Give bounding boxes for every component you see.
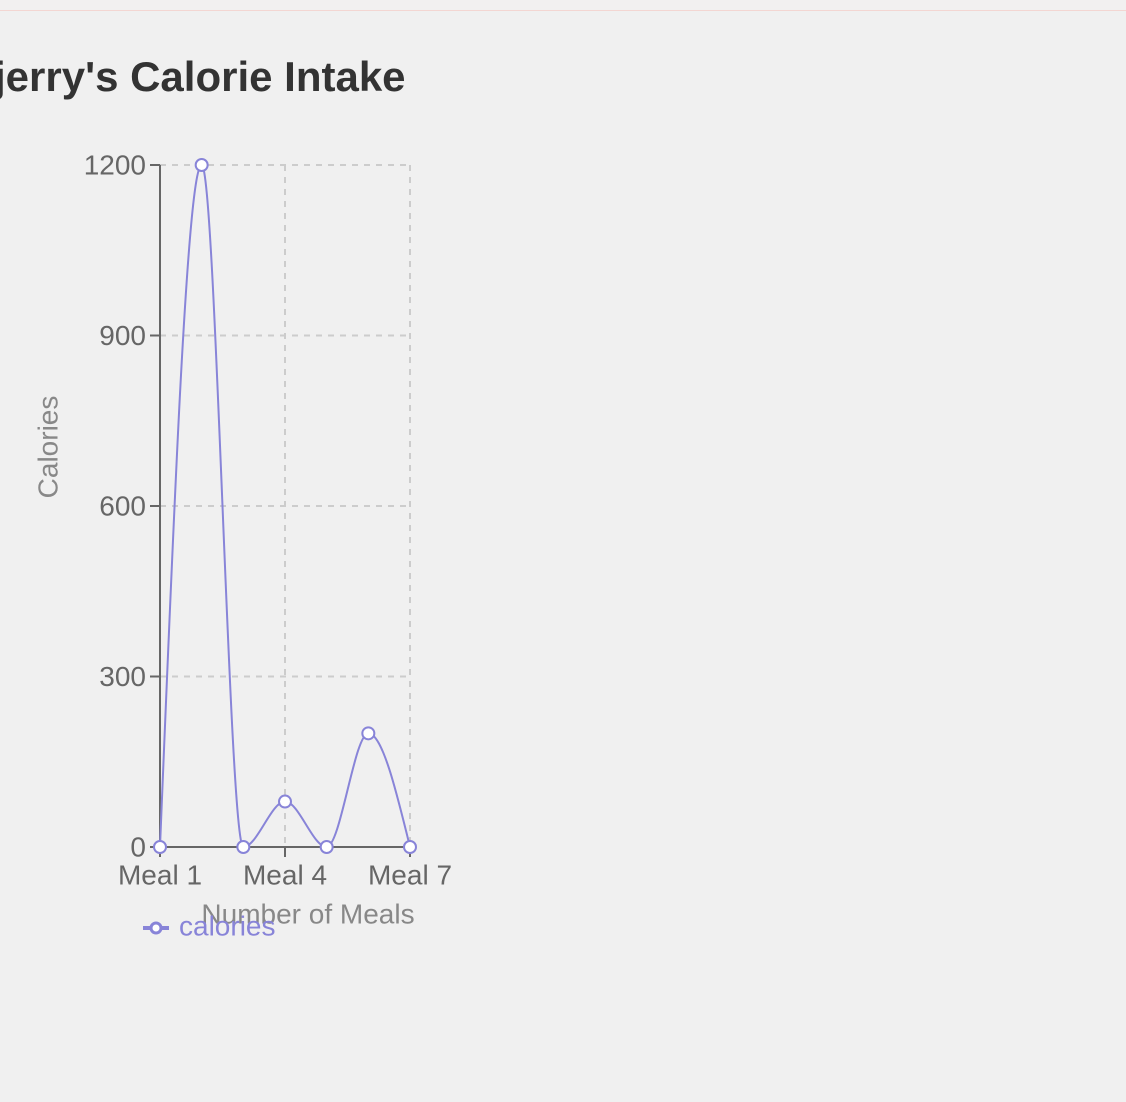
legend-label: calories <box>179 910 275 941</box>
point <box>236 840 251 854</box>
y-tick-label: 300 <box>99 661 146 692</box>
x-tick-label: Meal 7 <box>368 859 452 890</box>
chart-title: jerry's Calorie Intake <box>0 53 406 100</box>
top-bar <box>0 0 1126 11</box>
point <box>403 840 417 854</box>
y-tick-label: 1200 <box>84 149 146 180</box>
point <box>194 158 209 172</box>
y-tick-label: 0 <box>130 831 146 862</box>
y-tick-label: 600 <box>99 490 146 521</box>
point <box>319 840 334 854</box>
x-tick-label: Meal 4 <box>243 859 327 890</box>
point <box>278 794 292 809</box>
y-axis-label: Calories <box>32 396 63 499</box>
legend-icon <box>149 921 163 935</box>
y-tick-label: 900 <box>99 320 146 351</box>
point <box>361 726 376 741</box>
x-axis-label: Number of Meals <box>201 898 414 929</box>
line <box>159 163 411 849</box>
point <box>153 840 167 854</box>
x-tick-label: Meal 1 <box>118 859 202 890</box>
